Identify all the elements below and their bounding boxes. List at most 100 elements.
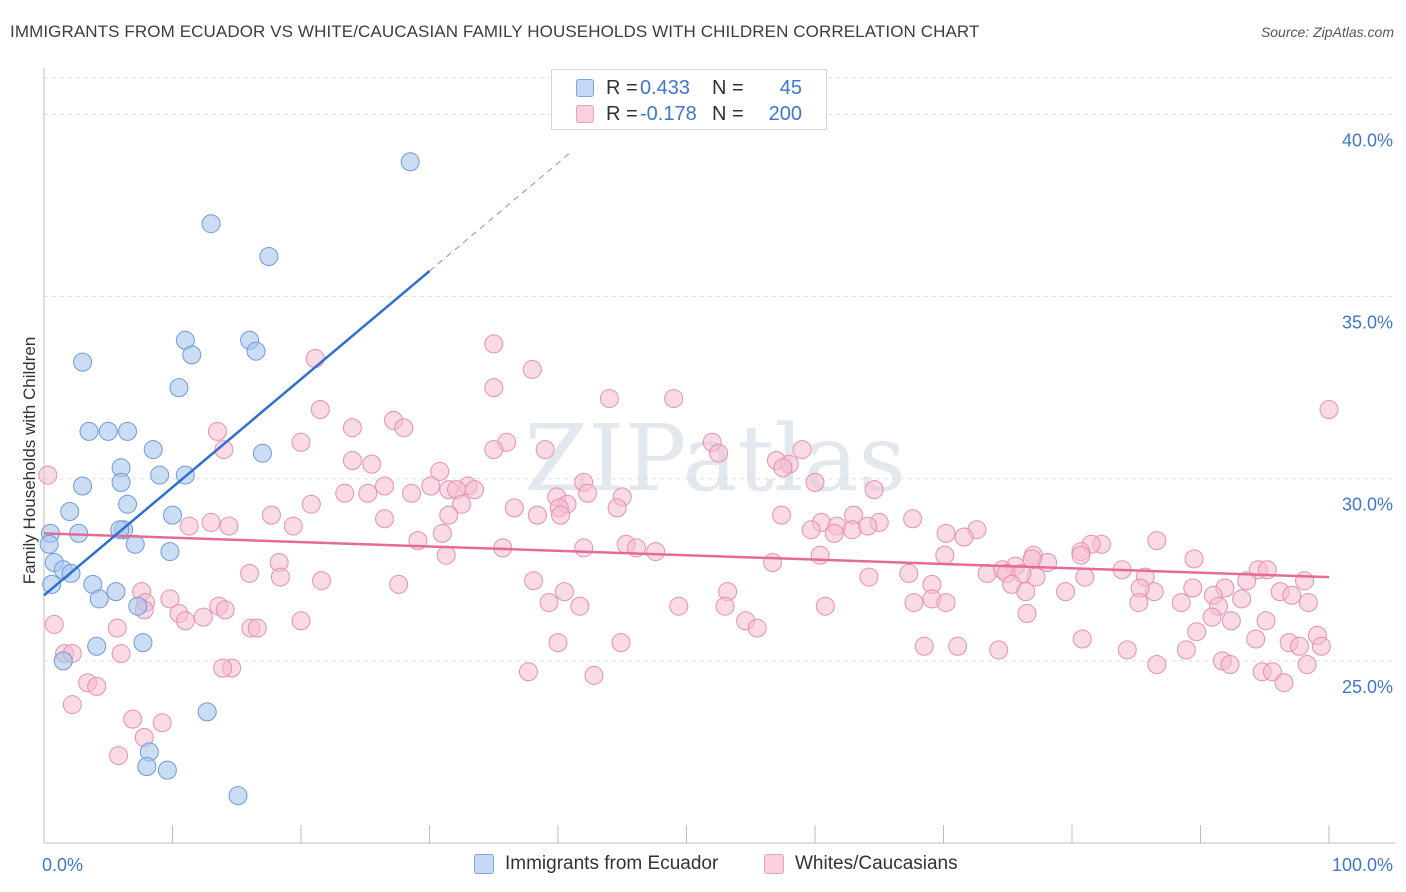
whites-point bbox=[1319, 400, 1339, 419]
whites-point bbox=[464, 480, 484, 500]
whites-legend-label: Whites/Caucasians bbox=[795, 853, 958, 874]
whites-point bbox=[805, 472, 825, 492]
ecuador-point bbox=[259, 247, 279, 266]
bottom-legend-ecuador: Immigrants from Ecuador bbox=[474, 851, 718, 877]
whites-point bbox=[1147, 655, 1167, 674]
ecuador-swatch bbox=[576, 79, 594, 97]
legend-row-ecuador: R = 0.433 N = 45 bbox=[576, 76, 802, 100]
whites-legend-swatch bbox=[764, 854, 784, 874]
ecuador-point bbox=[160, 542, 180, 562]
ecuador-point bbox=[60, 502, 80, 521]
whites-point bbox=[611, 633, 631, 653]
ecuador-point bbox=[73, 476, 93, 496]
whites-point bbox=[436, 545, 456, 565]
whites-point bbox=[824, 523, 844, 543]
ecuador-n-value: 45 bbox=[779, 76, 802, 99]
ecuador-point bbox=[252, 443, 272, 463]
y-tick-label: 25.0% bbox=[1342, 677, 1393, 697]
whites-point bbox=[524, 571, 544, 591]
y-tick-label: 30.0% bbox=[1342, 495, 1393, 515]
ecuador-point bbox=[87, 636, 107, 656]
whites-point bbox=[747, 618, 767, 638]
correlation-legend: R = 0.433 N = 45 R = -0.178 N = 200 bbox=[551, 69, 827, 130]
whites-point bbox=[160, 589, 180, 609]
n-label: N = bbox=[712, 76, 744, 99]
whites-point bbox=[1117, 640, 1137, 660]
whites-point bbox=[954, 527, 974, 547]
whites-point bbox=[936, 593, 956, 613]
whites-point bbox=[342, 451, 362, 470]
whites-point bbox=[1187, 622, 1207, 642]
whites-point bbox=[1176, 640, 1196, 660]
x-tick-label: 0.0% bbox=[42, 855, 83, 875]
whites-point bbox=[402, 483, 422, 503]
whites-point bbox=[1220, 655, 1240, 674]
whites-point bbox=[240, 563, 260, 583]
whites-swatch bbox=[576, 105, 594, 123]
whites-point bbox=[301, 494, 321, 514]
ecuador-point bbox=[128, 596, 148, 616]
whites-point bbox=[1297, 655, 1317, 674]
source-credit: Source: ZipAtlas.com bbox=[1260, 24, 1394, 40]
whites-point bbox=[358, 483, 378, 503]
whites-point bbox=[452, 494, 472, 514]
whites-point bbox=[291, 611, 311, 631]
whites-point bbox=[810, 545, 830, 565]
whites-point bbox=[175, 611, 195, 631]
whites-point bbox=[554, 582, 574, 602]
ecuador-point bbox=[157, 760, 177, 780]
x-tick-label: 100.0% bbox=[1332, 855, 1393, 875]
whites-point bbox=[394, 418, 414, 438]
whites-point bbox=[864, 480, 884, 500]
whites-point bbox=[1183, 578, 1203, 598]
ecuador-point bbox=[111, 472, 131, 492]
whites-point bbox=[123, 709, 143, 729]
whites-point bbox=[539, 593, 559, 613]
ecuador-point bbox=[73, 352, 93, 372]
whites-point bbox=[948, 636, 968, 656]
whites-point bbox=[484, 334, 504, 354]
whites-point bbox=[772, 505, 792, 525]
ecuador-trendline-extension bbox=[429, 151, 572, 272]
whites-point bbox=[504, 498, 524, 518]
whites-point bbox=[62, 695, 82, 715]
ecuador-point bbox=[182, 345, 202, 365]
whites-point bbox=[584, 665, 604, 685]
whites-point bbox=[535, 440, 555, 460]
bottom-legend-whites: Whites/Caucasians bbox=[764, 851, 958, 877]
whites-point bbox=[179, 516, 199, 536]
ecuador-point bbox=[400, 152, 420, 172]
whites-point bbox=[213, 658, 233, 678]
ecuador-point bbox=[197, 702, 217, 722]
ecuador-legend-label: Immigrants from Ecuador bbox=[505, 853, 719, 874]
r-label: R = bbox=[606, 76, 638, 99]
whites-point bbox=[1072, 629, 1092, 649]
whites-point bbox=[570, 596, 590, 616]
whites-point bbox=[1232, 589, 1252, 609]
whites-point bbox=[38, 465, 58, 485]
r-label: R = bbox=[606, 102, 638, 125]
whites-point bbox=[335, 483, 355, 503]
legend-row-whites: R = -0.178 N = 200 bbox=[576, 102, 802, 126]
whites-point bbox=[109, 746, 129, 766]
whites-point bbox=[859, 567, 879, 587]
whites-point bbox=[522, 359, 542, 379]
ecuador-point bbox=[169, 378, 189, 398]
y-tick-label: 40.0% bbox=[1342, 130, 1393, 150]
whites-point bbox=[578, 483, 598, 503]
whites-point bbox=[1147, 531, 1167, 551]
ecuador-point bbox=[150, 465, 170, 485]
whites-point bbox=[1289, 636, 1309, 656]
whites-point bbox=[1056, 582, 1076, 602]
ecuador-point bbox=[118, 421, 138, 441]
whites-point bbox=[261, 505, 281, 525]
whites-point bbox=[715, 596, 735, 616]
whites-point bbox=[439, 505, 459, 525]
whites-point bbox=[935, 545, 955, 565]
whites-trendline bbox=[43, 532, 1330, 579]
whites-point bbox=[107, 618, 127, 638]
whites-point bbox=[1282, 585, 1302, 605]
whites-n-value: 200 bbox=[768, 102, 802, 125]
ecuador-legend-swatch bbox=[474, 854, 494, 874]
ecuador-point bbox=[125, 534, 145, 554]
